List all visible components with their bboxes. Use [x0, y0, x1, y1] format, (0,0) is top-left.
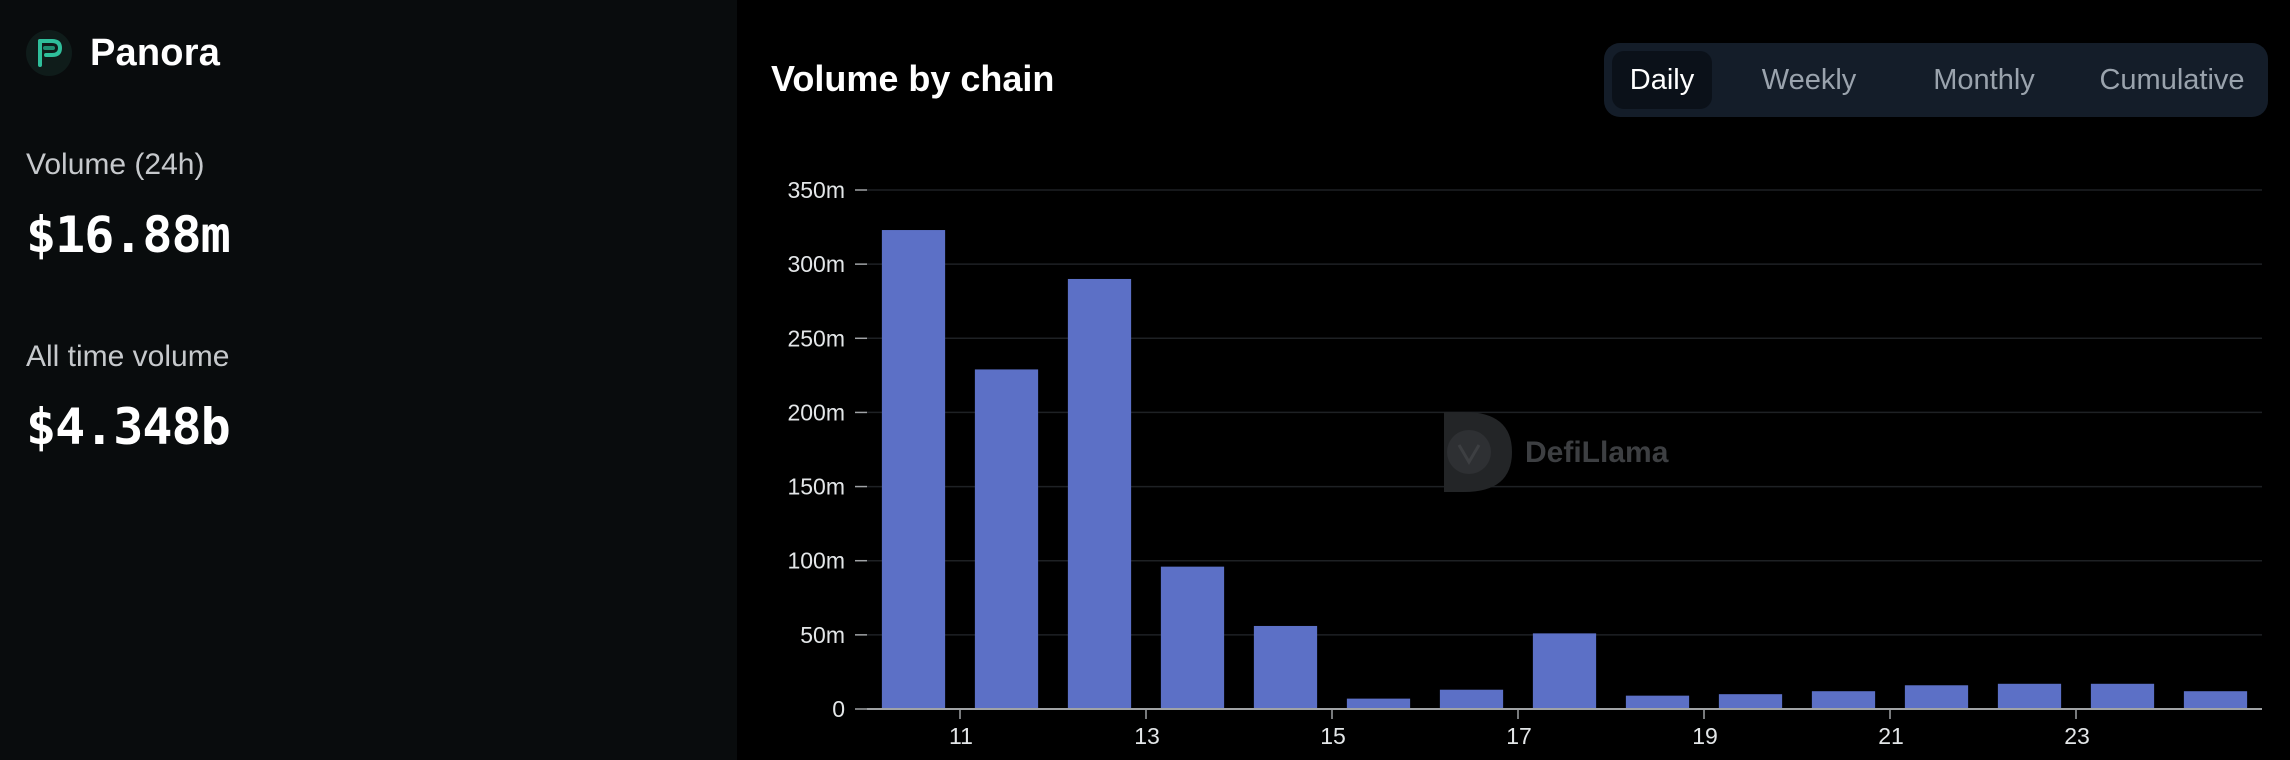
bar-18[interactable] [1625, 695, 1690, 709]
bar-20[interactable] [1811, 691, 1876, 709]
bar-24[interactable] [2183, 691, 2248, 709]
bar-19[interactable] [1718, 694, 1783, 709]
volume-24h-value: $16.88m [26, 206, 231, 264]
x-tick-label: 11 [949, 723, 973, 749]
y-tick-label: 200m [787, 399, 845, 425]
chart-bars [881, 230, 2248, 709]
y-tick-label: 50m [800, 622, 845, 648]
tab-daily[interactable]: Daily [1612, 51, 1712, 109]
bar-11[interactable] [974, 369, 1039, 709]
y-tick-label: 100m [787, 548, 845, 574]
x-tick-label: 17 [1506, 723, 1532, 749]
tab-weekly[interactable]: Weekly [1761, 63, 1857, 96]
x-tick-label: 13 [1134, 723, 1160, 749]
panora-logo-icon [26, 30, 72, 76]
bar-13[interactable] [1160, 566, 1225, 709]
defillama-watermark: DefiLlama [1444, 412, 1669, 492]
bar-10[interactable] [881, 230, 946, 709]
protocol-name: Panora [90, 31, 221, 74]
x-tick-label: 15 [1320, 723, 1346, 749]
protocol-header: Panora [26, 30, 220, 76]
watermark-text: DefiLlama [1525, 436, 1669, 469]
y-tick-label: 0 [832, 696, 845, 722]
chart-axes: 0 50m 100m 150m 200m 250m 300m 350m 11 13 15 17 19 21… [787, 177, 2262, 749]
period-tabs: Daily Weekly Monthly Cumulative [1604, 43, 2268, 117]
tab-cumulative[interactable]: Cumulative [2099, 63, 2245, 96]
x-tick-label: 21 [1878, 723, 1904, 749]
x-tick-label: 19 [1692, 723, 1718, 749]
y-tick-label: 300m [787, 251, 845, 277]
bar-16[interactable] [1439, 689, 1504, 709]
all-time-volume-value: $4.348b [26, 398, 231, 456]
bar-14[interactable] [1253, 625, 1318, 709]
volume-24h-label: Volume (24h) [26, 148, 205, 181]
y-tick-label: 250m [787, 325, 845, 351]
bar-22[interactable] [1997, 683, 2062, 709]
x-tick-label: 23 [2064, 723, 2090, 749]
bar-15[interactable] [1346, 698, 1411, 709]
all-time-volume-label: All time volume [26, 340, 230, 373]
volume-bar-chart: DefiLlama 0 50m 100m 150m 200m 250m 300m 350m 11… [787, 177, 2262, 749]
tab-monthly[interactable]: Monthly [1933, 63, 2035, 96]
bar-12[interactable] [1067, 278, 1132, 709]
chart-title: Volume by chain [771, 58, 1055, 99]
y-tick-label: 150m [787, 474, 845, 500]
bar-21[interactable] [1904, 685, 1969, 709]
protocol-summary-panel: Panora Volume (24h) $16.88m All time vol… [0, 0, 737, 760]
y-tick-label: 350m [787, 177, 845, 203]
bar-17[interactable] [1532, 633, 1597, 709]
bar-23[interactable] [2090, 683, 2155, 709]
